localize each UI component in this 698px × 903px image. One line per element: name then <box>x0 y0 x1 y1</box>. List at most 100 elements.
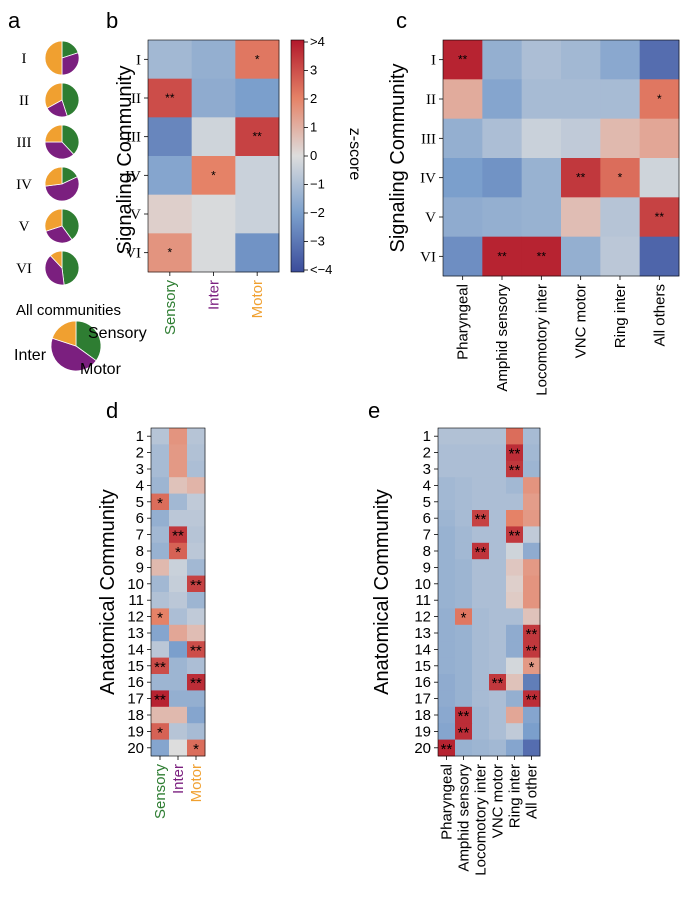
heatmap-cell <box>489 592 507 609</box>
heatmap-cell <box>438 428 456 445</box>
heatmap-cell <box>148 194 193 234</box>
heatmap-cell <box>235 194 280 234</box>
colorbar-label: z-score <box>346 128 363 181</box>
pie-VI-slice-inter <box>44 255 65 286</box>
heatmap-cell <box>482 79 523 120</box>
heatmap-cell <box>472 526 490 544</box>
col-tick-label: Locomotory inter <box>473 764 490 876</box>
heatmap-cell <box>169 624 188 642</box>
heatmap-cell <box>523 542 541 560</box>
col-tick-label: VNC motor <box>490 764 507 838</box>
colorbar-tick-label: −1 <box>310 177 325 192</box>
colorbar-tick-label: <−4 <box>310 262 332 277</box>
col-tick-label: Motor <box>188 764 205 802</box>
heatmap-cell <box>187 624 206 642</box>
heatmap-cell <box>187 493 206 511</box>
heatmap-cell <box>472 723 490 740</box>
heatmap-cell <box>235 117 280 157</box>
pie-all-slice-motor <box>51 320 77 347</box>
row-tick-label: 9 <box>136 559 144 576</box>
col-tick-label: Motor <box>249 280 266 318</box>
significance-marker: ** <box>509 462 521 479</box>
heatmap-cell <box>472 674 490 691</box>
significance-marker: ** <box>458 724 470 741</box>
pie-row-label: II <box>19 93 29 109</box>
row-tick-label: 4 <box>423 477 431 494</box>
colorbar-tick-label: −3 <box>310 234 325 249</box>
heatmap-cell <box>489 542 507 560</box>
significance-marker: ** <box>526 626 538 643</box>
heatmap-cell <box>187 444 206 462</box>
heatmap-cell <box>455 592 473 609</box>
pie-V-slice-motor <box>44 208 63 232</box>
heatmap-cell <box>523 608 541 626</box>
significance-marker: ** <box>458 53 468 67</box>
heatmap-cell <box>561 197 601 238</box>
row-tick-label: 12 <box>127 609 144 626</box>
row-tick-label: V <box>425 210 436 226</box>
heatmap-cell <box>472 460 490 478</box>
heatmap-cell <box>151 575 170 593</box>
heatmap-cell <box>455 674 473 691</box>
heatmap-cell <box>169 559 188 576</box>
heatmap-cell <box>523 706 541 724</box>
row-tick-label: IV <box>125 168 141 184</box>
heatmap-cell <box>187 608 206 626</box>
heatmap-cell <box>472 542 490 560</box>
significance-marker: * <box>157 610 163 627</box>
col-tick-label: All other <box>524 764 541 819</box>
row-tick-label: 7 <box>423 527 431 544</box>
heatmap-cell <box>169 428 188 445</box>
heatmap-cell <box>561 40 601 80</box>
pie-II-slice-motor <box>44 82 63 109</box>
heatmap-cell <box>151 460 170 478</box>
heatmap-cell <box>506 526 524 544</box>
heatmap-cell <box>639 40 680 80</box>
significance-marker: ** <box>190 642 202 659</box>
row-tick-label: 6 <box>423 510 431 527</box>
heatmap-cell <box>489 575 507 593</box>
row-tick-label: I <box>431 53 436 69</box>
heatmap-cell <box>169 460 188 478</box>
heatmap-cell <box>521 40 562 80</box>
heatmap-cell <box>438 559 456 576</box>
heatmap-cell <box>506 444 524 462</box>
heatmap-cell <box>523 444 541 462</box>
heatmap-cell <box>151 542 170 560</box>
heatmap-cell <box>187 460 206 478</box>
pie-VI-slice-sensory <box>61 250 80 286</box>
heatmap-cell <box>600 197 641 238</box>
heatmap-cell <box>506 559 524 576</box>
row-tick-label: V <box>130 207 141 223</box>
pie-IV-slice-inter <box>44 176 80 202</box>
col-tick-label: Sensory <box>152 764 169 820</box>
heatmap-cell <box>169 739 188 757</box>
significance-marker: * <box>657 92 662 106</box>
panel-d-heatmap: *****************12345678910111213141516… <box>127 427 206 820</box>
heatmap-cell <box>489 624 507 642</box>
significance-marker: ** <box>190 577 202 594</box>
panel-e-ylabel: Anatomical Community <box>371 489 393 695</box>
heatmap-cell <box>169 641 188 658</box>
heatmap-cell <box>523 690 541 708</box>
heatmap-cell <box>482 118 523 159</box>
heatmap-cell <box>489 428 507 445</box>
row-tick-label: 16 <box>127 674 144 691</box>
heatmap-cell <box>523 493 541 511</box>
row-tick-label: II <box>426 92 436 108</box>
colorbar-tick-label: >4 <box>310 34 325 49</box>
row-tick-label: 1 <box>423 428 431 445</box>
row-tick-label: 13 <box>414 625 431 642</box>
pie-II-slice-sensory <box>61 82 80 117</box>
heatmap-cell <box>438 674 456 691</box>
heatmap-cell <box>489 641 507 658</box>
heatmap-cell <box>169 477 188 494</box>
heatmap-cell <box>506 723 524 740</box>
heatmap-cell <box>489 510 507 527</box>
heatmap-cell <box>455 510 473 527</box>
heatmap-cell <box>506 477 524 494</box>
heatmap-cell <box>482 236 523 277</box>
row-tick-label: 4 <box>136 477 144 494</box>
colorbar <box>290 39 305 273</box>
heatmap-cell <box>151 477 170 494</box>
